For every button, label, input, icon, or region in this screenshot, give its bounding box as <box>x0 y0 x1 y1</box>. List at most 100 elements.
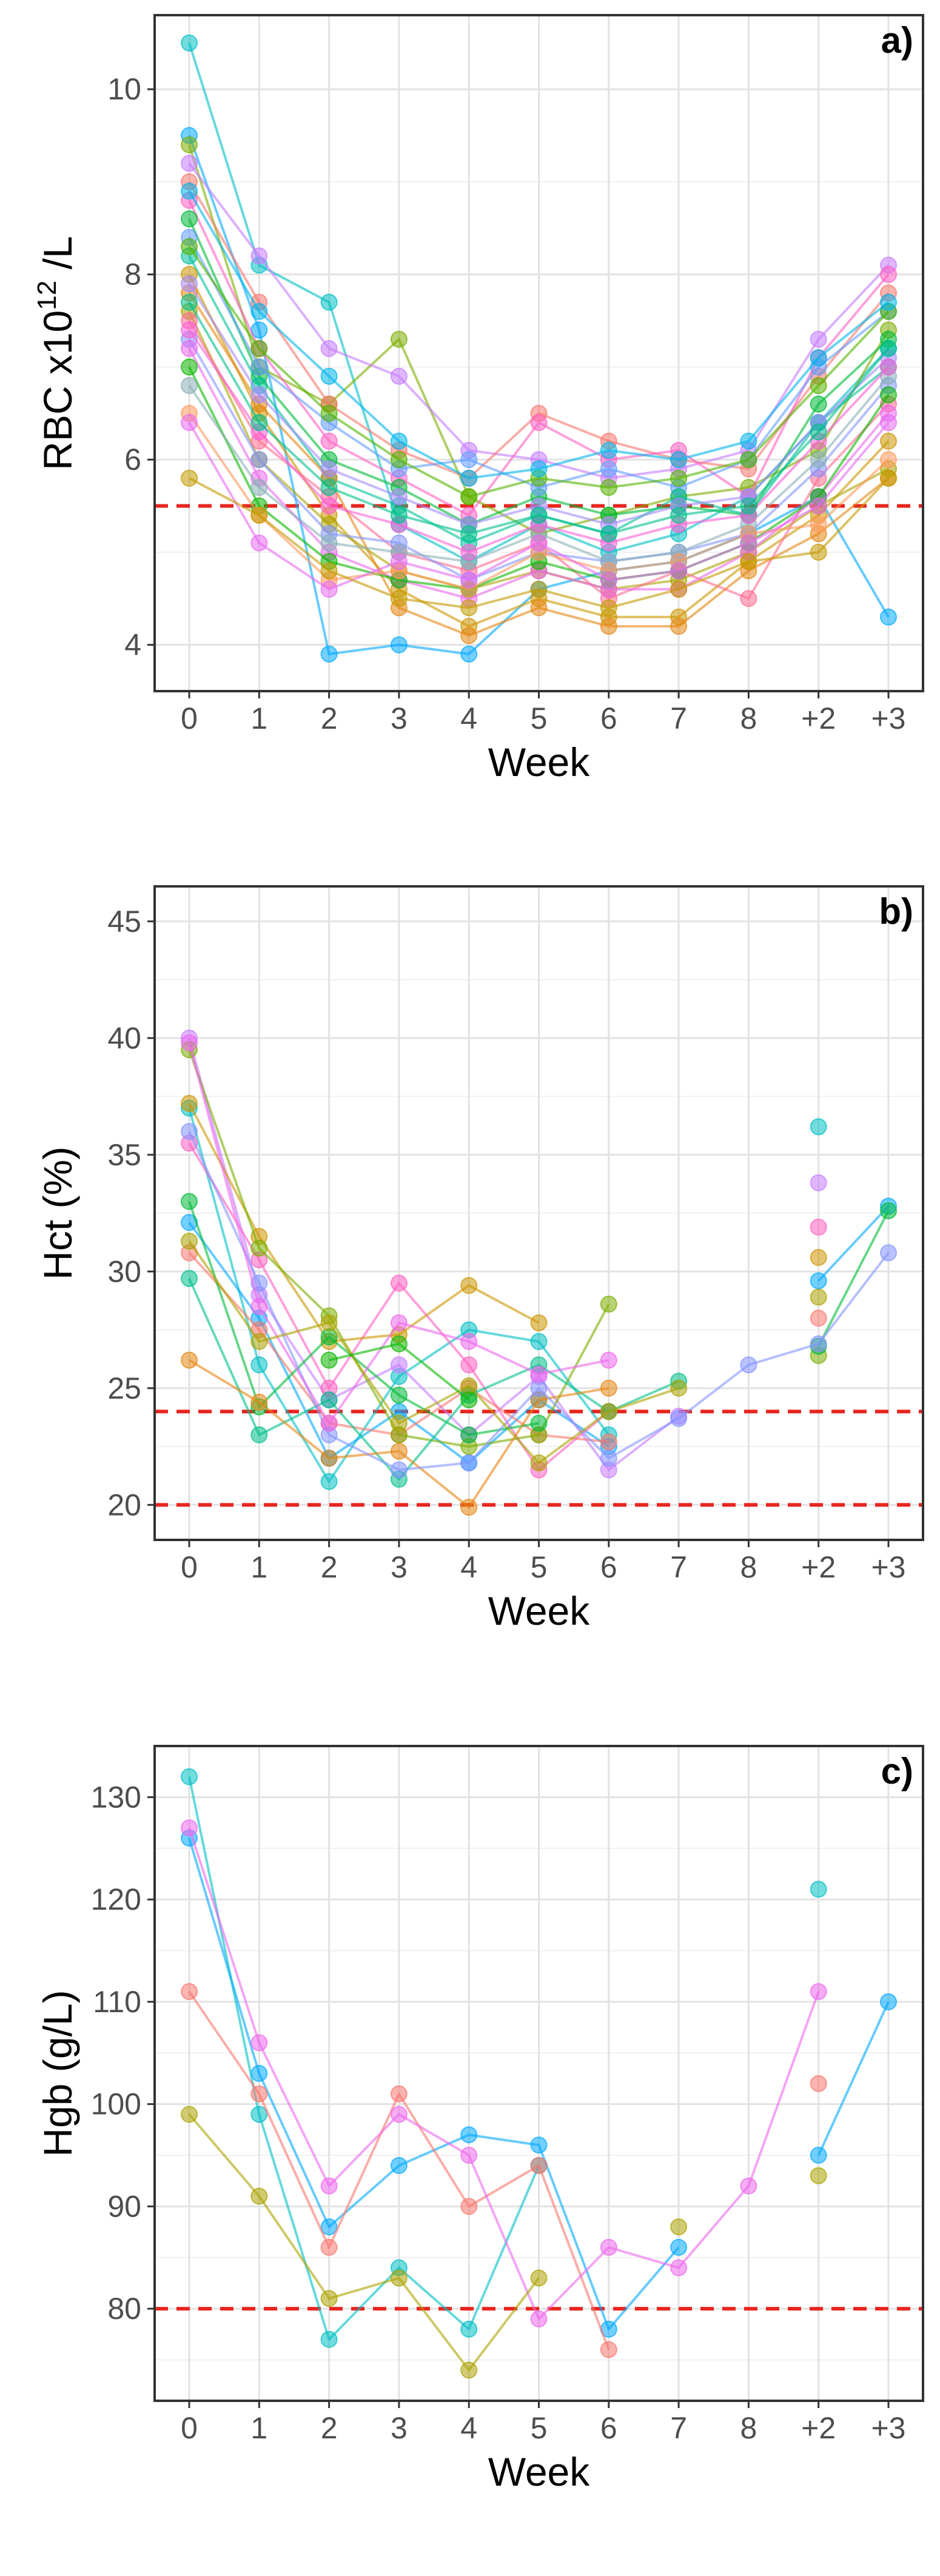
data-point <box>320 1351 338 1369</box>
data-point <box>460 1499 478 1516</box>
y-tick-label: 130 <box>91 1780 141 1814</box>
data-point <box>810 1219 827 1236</box>
data-point <box>181 414 198 432</box>
data-point <box>810 2075 827 2092</box>
data-point <box>460 525 478 543</box>
data-point <box>530 1365 548 1383</box>
data-point <box>320 1473 338 1490</box>
series-p14 <box>320 1335 478 1408</box>
data-point <box>810 1272 827 1290</box>
data-point <box>670 562 688 580</box>
data-point <box>181 1768 198 1785</box>
data-point <box>390 1414 408 1432</box>
data-point <box>530 534 548 552</box>
series-line <box>188 1277 679 1480</box>
data-point <box>879 451 897 469</box>
x-tick-label: +2 <box>801 1550 836 1584</box>
series-s20 <box>181 469 897 617</box>
data-point <box>740 451 757 469</box>
data-point <box>250 1426 268 1444</box>
data-point <box>250 386 268 404</box>
data-point <box>181 340 198 357</box>
data-point <box>810 1881 827 1898</box>
y-tick-label: 120 <box>91 1882 141 1916</box>
data-point <box>600 599 617 617</box>
data-point <box>810 516 827 534</box>
data-point <box>810 1288 827 1306</box>
data-point <box>740 2177 757 2195</box>
data-point <box>250 1298 268 1315</box>
data-point <box>181 358 198 376</box>
x-tick-label: 1 <box>250 701 267 735</box>
data-point <box>879 1993 897 2010</box>
data-point <box>810 451 827 469</box>
data-point <box>670 2238 688 2256</box>
x-tick-label: 3 <box>391 2411 408 2445</box>
data-point <box>879 432 897 450</box>
data-point <box>320 2330 338 2348</box>
data-point <box>390 636 408 654</box>
data-point <box>810 1174 827 1191</box>
series-p13 <box>181 1233 827 1471</box>
data-point <box>320 2238 338 2256</box>
y-tick-label: 8 <box>124 258 141 292</box>
data-point <box>600 1379 617 1397</box>
data-point <box>460 1277 478 1294</box>
data-point <box>250 2085 268 2103</box>
y-axis-title-prefix: RBC x10 <box>35 310 80 470</box>
y-axis-title-suffix: /L <box>35 236 80 280</box>
data-point <box>879 1202 897 1220</box>
data-point <box>530 1414 548 1432</box>
data-point <box>250 1239 268 1257</box>
data-point <box>320 293 338 311</box>
data-point <box>879 469 897 487</box>
data-point <box>810 497 827 515</box>
data-point <box>181 238 198 255</box>
series-s17 <box>181 367 897 570</box>
panel-label: c) <box>881 1751 913 1791</box>
x-tick-label: 6 <box>600 701 617 735</box>
x-tick-label: 6 <box>600 1550 617 1584</box>
data-point <box>181 210 198 228</box>
data-point <box>390 2085 408 2103</box>
y-tick-label: 30 <box>107 1254 141 1288</box>
data-point <box>320 2177 338 2195</box>
x-tick-label: 7 <box>670 2411 687 2445</box>
x-tick-label: 0 <box>181 701 198 735</box>
y-tick-label: 90 <box>107 2189 141 2223</box>
data-point <box>600 1433 617 1451</box>
series-p11 <box>181 1123 897 1479</box>
data-point <box>250 506 268 524</box>
data-point <box>879 414 897 432</box>
x-tick-label: 5 <box>531 1550 548 1584</box>
data-point <box>250 303 268 320</box>
y-tick-label: 6 <box>124 443 141 477</box>
data-point <box>320 580 338 598</box>
data-point <box>320 645 338 663</box>
data-point <box>250 534 268 552</box>
data-point <box>181 1034 198 1051</box>
data-point <box>530 460 548 478</box>
data-point <box>320 562 338 580</box>
data-point <box>530 1333 548 1350</box>
data-point <box>181 136 198 153</box>
data-point <box>181 1233 198 1250</box>
data-point <box>250 2034 268 2052</box>
data-point <box>390 506 408 524</box>
x-axis-title: Week <box>488 2449 591 2494</box>
data-point <box>390 1461 408 1479</box>
data-point <box>879 266 897 283</box>
data-point <box>390 553 408 570</box>
data-point <box>879 293 897 311</box>
data-point <box>320 1391 338 1408</box>
data-point <box>530 414 548 432</box>
data-point <box>530 506 548 524</box>
series-line <box>188 1827 820 2320</box>
data-point <box>810 395 827 413</box>
data-point <box>810 376 827 394</box>
data-point <box>670 2218 688 2236</box>
data-point <box>740 590 757 607</box>
data-point <box>600 1450 617 1467</box>
x-tick-label: 5 <box>531 2411 548 2445</box>
